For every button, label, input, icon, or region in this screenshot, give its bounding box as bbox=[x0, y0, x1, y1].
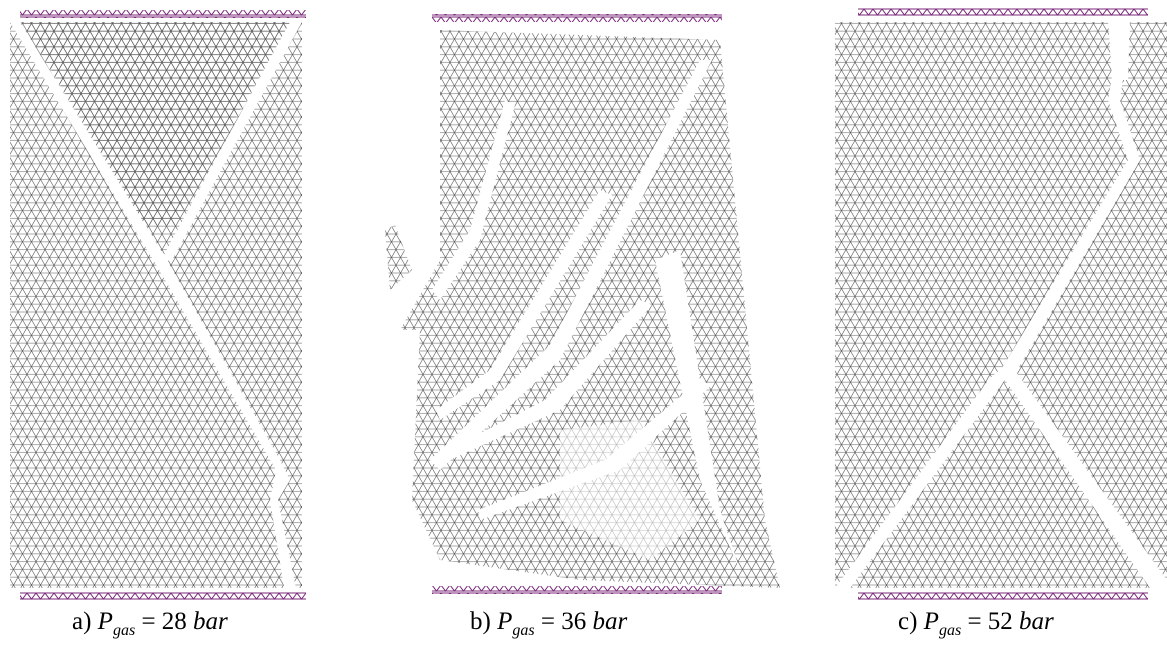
pressure-value: 52 bbox=[988, 608, 1013, 635]
unit: bar bbox=[1019, 608, 1054, 635]
subscript: gas bbox=[512, 622, 534, 639]
caption-a: a) Pgas = 28 bar bbox=[72, 608, 228, 640]
panel-label: a) bbox=[72, 608, 91, 635]
variable: P bbox=[98, 608, 113, 635]
panel-label: c) bbox=[898, 608, 917, 635]
caption-b: b) Pgas = 36 bar bbox=[470, 608, 627, 640]
panel-a-lattice bbox=[10, 10, 306, 600]
simulation-panels bbox=[0, 0, 1167, 605]
relation: = bbox=[541, 608, 555, 635]
subscript: gas bbox=[113, 622, 135, 639]
panel-b-lattice bbox=[385, 14, 780, 594]
caption-c: c) Pgas = 52 bar bbox=[898, 608, 1054, 640]
relation: = bbox=[141, 608, 155, 635]
panel-c-lattice bbox=[835, 8, 1167, 600]
panel-label: b) bbox=[470, 608, 491, 635]
figure: a) Pgas = 28 bar b) Pgas = 36 bar c) Pga… bbox=[0, 0, 1167, 653]
pressure-value: 28 bbox=[162, 608, 187, 635]
pressure-value: 36 bbox=[561, 608, 586, 635]
unit: bar bbox=[592, 608, 627, 635]
unit: bar bbox=[193, 608, 228, 635]
relation: = bbox=[967, 608, 981, 635]
variable: P bbox=[497, 608, 512, 635]
subscript: gas bbox=[939, 622, 961, 639]
variable: P bbox=[924, 608, 939, 635]
